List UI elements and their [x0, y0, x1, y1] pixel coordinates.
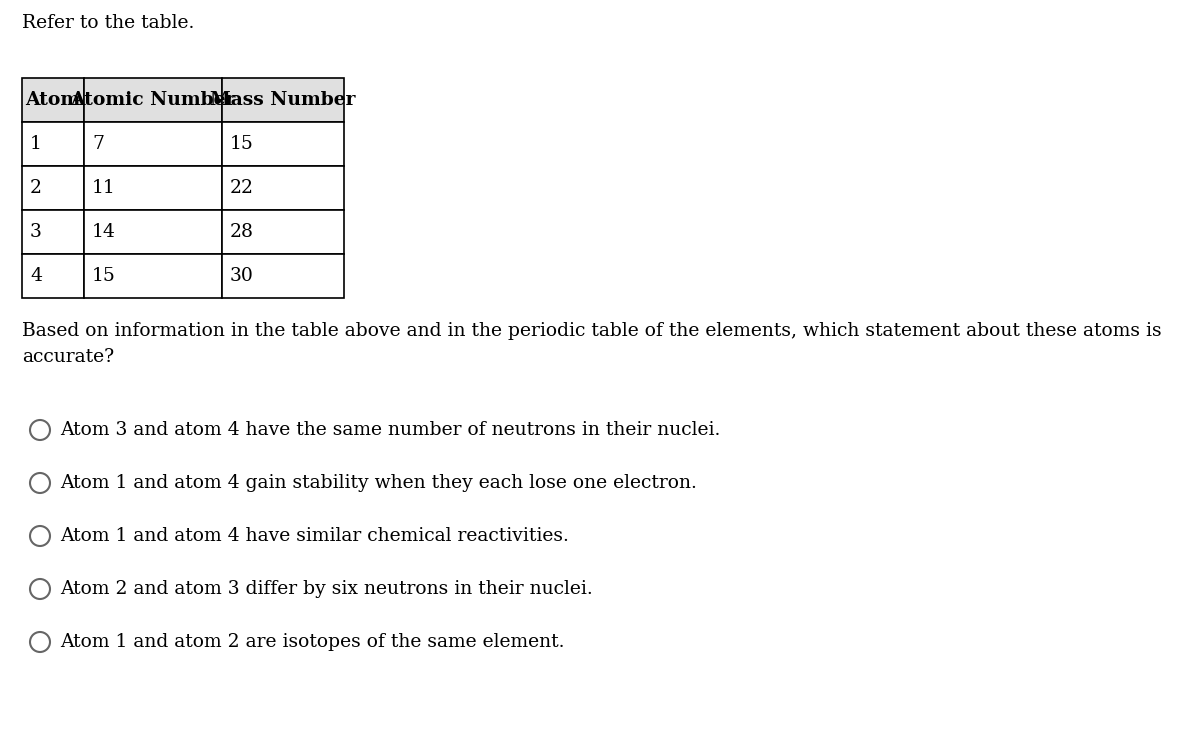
Ellipse shape [30, 579, 50, 599]
Text: 28: 28 [230, 223, 254, 241]
Text: Mass Number: Mass Number [210, 91, 355, 109]
Ellipse shape [30, 526, 50, 546]
Text: 11: 11 [92, 179, 115, 197]
Text: 1: 1 [30, 135, 42, 153]
Bar [22, 122, 84, 166]
Ellipse shape [30, 473, 50, 493]
Text: 14: 14 [92, 223, 116, 241]
Bar [222, 210, 344, 254]
Bar [84, 122, 222, 166]
Bar [22, 254, 84, 298]
Bar [84, 254, 222, 298]
Bar [22, 78, 84, 122]
Bar [22, 166, 84, 210]
Text: Atom 3 and atom 4 have the same number of neutrons in their nuclei.: Atom 3 and atom 4 have the same number o… [60, 421, 720, 439]
Bar [22, 210, 84, 254]
Bar [84, 166, 222, 210]
Text: Atom 1 and atom 2 are isotopes of the same element.: Atom 1 and atom 2 are isotopes of the sa… [60, 633, 564, 651]
Bar [84, 78, 222, 122]
Text: Based on information in the table above and in the periodic table of the element: Based on information in the table above … [22, 322, 1162, 367]
Bar [222, 78, 344, 122]
Text: Atom: Atom [25, 91, 80, 109]
Text: 3: 3 [30, 223, 42, 241]
Bar [222, 254, 344, 298]
Text: 2: 2 [30, 179, 42, 197]
Text: 15: 15 [230, 135, 254, 153]
Text: 7: 7 [92, 135, 104, 153]
Bar [222, 166, 344, 210]
Bar [222, 122, 344, 166]
Text: Atom 2 and atom 3 differ by six neutrons in their nuclei.: Atom 2 and atom 3 differ by six neutrons… [60, 580, 593, 598]
Text: 15: 15 [92, 267, 116, 285]
Ellipse shape [30, 632, 50, 652]
Text: Atom 1 and atom 4 gain stability when they each lose one electron.: Atom 1 and atom 4 gain stability when th… [60, 474, 697, 492]
Text: Atomic Number: Atomic Number [71, 91, 235, 109]
Ellipse shape [30, 420, 50, 440]
Text: 30: 30 [230, 267, 254, 285]
Text: 4: 4 [30, 267, 42, 285]
Text: 22: 22 [230, 179, 254, 197]
Text: Atom 1 and atom 4 have similar chemical reactivities.: Atom 1 and atom 4 have similar chemical … [60, 527, 569, 545]
Text: Refer to the table.: Refer to the table. [22, 14, 194, 32]
Bar [84, 210, 222, 254]
